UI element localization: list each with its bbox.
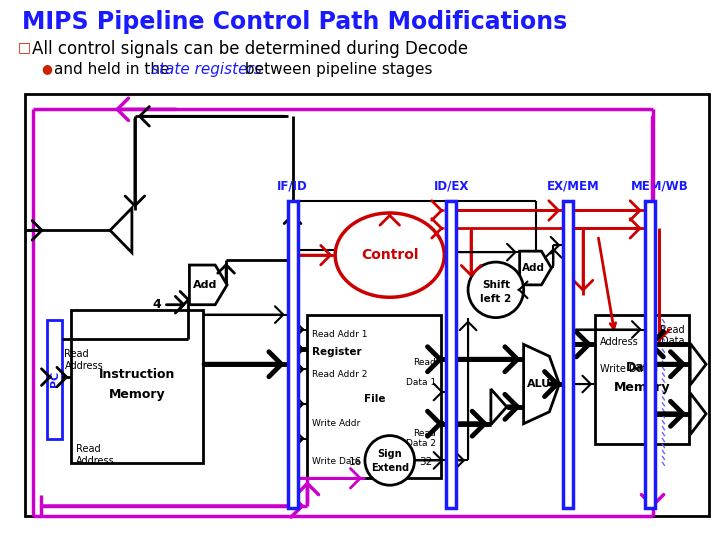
Text: Address: Address: [65, 361, 103, 371]
Text: Read Addr 1: Read Addr 1: [312, 330, 368, 339]
Text: Extend: Extend: [371, 463, 409, 474]
Text: Data 2: Data 2: [406, 439, 436, 448]
Circle shape: [365, 436, 415, 485]
Text: Shift: Shift: [482, 280, 510, 290]
Polygon shape: [491, 389, 507, 424]
Text: Address: Address: [600, 338, 639, 347]
Text: IF/ID: IF/ID: [277, 180, 308, 193]
Bar: [307, 315, 441, 478]
Text: Read: Read: [660, 326, 684, 335]
Text: and held in the: and held in the: [53, 62, 174, 77]
Text: between pipeline stages: between pipeline stages: [240, 62, 433, 77]
Text: File: File: [364, 394, 385, 404]
Text: 16: 16: [348, 457, 362, 468]
Bar: [287, 200, 297, 508]
Text: Write Data: Write Data: [312, 457, 361, 466]
Bar: [47, 320, 63, 438]
Bar: [24, 94, 709, 516]
Text: ALU: ALU: [527, 379, 552, 389]
Text: Memory: Memory: [109, 388, 166, 401]
Text: Write Addr: Write Addr: [312, 419, 361, 428]
Text: PC: PC: [50, 371, 60, 387]
Text: □: □: [18, 40, 31, 54]
Text: 4: 4: [153, 298, 162, 311]
Polygon shape: [523, 345, 559, 424]
Text: Data: Data: [626, 361, 659, 374]
Text: EX/MEM: EX/MEM: [546, 180, 600, 193]
Text: Read: Read: [65, 349, 89, 359]
Text: ●: ●: [42, 62, 53, 75]
Text: Control: Control: [361, 248, 418, 262]
Text: Add: Add: [522, 263, 545, 273]
Text: All control signals can be determined during Decode: All control signals can be determined du…: [32, 40, 468, 58]
Circle shape: [468, 262, 523, 318]
Text: Read Addr 2: Read Addr 2: [312, 369, 368, 379]
Bar: [446, 200, 456, 508]
Polygon shape: [690, 343, 706, 385]
Text: Data 1: Data 1: [406, 377, 436, 387]
Text: Register: Register: [312, 347, 362, 357]
Polygon shape: [520, 251, 552, 285]
Text: Write Data: Write Data: [600, 364, 652, 374]
Text: Data: Data: [661, 336, 684, 346]
Bar: [71, 309, 203, 463]
Text: 32: 32: [420, 457, 433, 468]
Text: Read: Read: [413, 429, 436, 438]
Ellipse shape: [336, 213, 444, 298]
Text: Address: Address: [76, 456, 115, 467]
Text: state registers: state registers: [150, 62, 261, 77]
Text: Read: Read: [76, 443, 101, 454]
Bar: [595, 315, 689, 443]
Polygon shape: [110, 208, 132, 253]
Text: Read: Read: [413, 357, 436, 367]
Text: Add: Add: [193, 280, 217, 290]
Text: Sign: Sign: [377, 449, 402, 460]
Text: Instruction: Instruction: [99, 368, 176, 381]
Text: left 2: left 2: [480, 294, 511, 304]
Polygon shape: [189, 265, 227, 305]
Text: MIPS Pipeline Control Path Modifications: MIPS Pipeline Control Path Modifications: [22, 10, 567, 34]
Polygon shape: [690, 393, 706, 435]
Bar: [563, 200, 573, 508]
Text: MEM/WB: MEM/WB: [631, 180, 688, 193]
Text: ID/EX: ID/EX: [433, 180, 469, 193]
Bar: [644, 200, 654, 508]
Text: Memory: Memory: [614, 381, 670, 394]
